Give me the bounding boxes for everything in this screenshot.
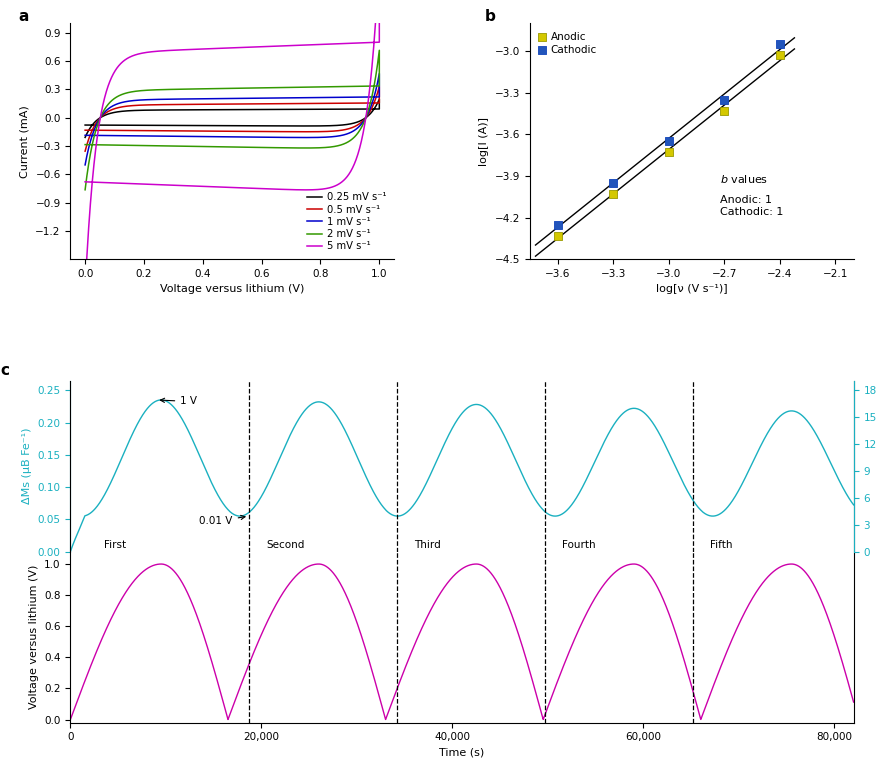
Anodic xyxy=(662,146,676,159)
Text: Fourth: Fourth xyxy=(562,540,596,550)
Cathodic xyxy=(662,135,676,148)
0.5 mV s⁻¹ xyxy=(80,147,91,156)
Cathodic xyxy=(551,218,565,231)
1 mV s⁻¹ xyxy=(97,131,107,140)
Line: 5 mV s⁻¹: 5 mV s⁻¹ xyxy=(85,0,379,289)
Text: c: c xyxy=(0,364,9,378)
0.25 mV s⁻¹ xyxy=(366,104,377,113)
Anodic xyxy=(717,105,731,117)
2 mV s⁻¹ xyxy=(205,142,216,152)
1 mV s⁻¹ xyxy=(350,92,361,102)
0.5 mV s⁻¹ xyxy=(80,126,91,135)
0.25 mV s⁻¹ xyxy=(374,95,385,104)
0.25 mV s⁻¹ xyxy=(110,107,121,117)
Text: Second: Second xyxy=(267,540,304,550)
Y-axis label: ΔΜs (μB Fe⁻¹): ΔΜs (μB Fe⁻¹) xyxy=(22,428,32,504)
Line: 1 mV s⁻¹: 1 mV s⁻¹ xyxy=(85,74,379,165)
Text: b: b xyxy=(485,9,495,24)
Cathodic xyxy=(717,93,731,106)
Line: 0.25 mV s⁻¹: 0.25 mV s⁻¹ xyxy=(85,99,379,138)
2 mV s⁻¹ xyxy=(97,140,107,149)
Anodic xyxy=(773,49,787,61)
Cathodic xyxy=(606,176,620,189)
Text: Third: Third xyxy=(414,540,441,550)
Text: $b$ values: $b$ values xyxy=(721,173,769,185)
1 mV s⁻¹ xyxy=(80,160,91,169)
Text: 0.01 V: 0.01 V xyxy=(200,515,245,527)
0.5 mV s⁻¹ xyxy=(97,126,107,135)
5 mV s⁻¹ xyxy=(80,284,91,294)
Legend: Anodic, Cathodic: Anodic, Cathodic xyxy=(535,29,600,58)
X-axis label: Voltage versus lithium (V): Voltage versus lithium (V) xyxy=(160,284,304,294)
0.5 mV s⁻¹ xyxy=(205,127,216,136)
0.5 mV s⁻¹ xyxy=(110,104,121,113)
1 mV s⁻¹ xyxy=(366,92,377,102)
Anodic xyxy=(606,188,620,200)
0.25 mV s⁻¹ xyxy=(350,104,361,113)
Y-axis label: log[I (A)]: log[I (A)] xyxy=(480,117,489,166)
5 mV s⁻¹ xyxy=(80,177,91,186)
X-axis label: Time (s): Time (s) xyxy=(439,748,485,758)
0.25 mV s⁻¹ xyxy=(97,120,107,130)
Text: 1 V: 1 V xyxy=(160,396,197,406)
Legend: 0.25 mV s⁻¹, 0.5 mV s⁻¹, 1 mV s⁻¹, 2 mV s⁻¹, 5 mV s⁻¹: 0.25 mV s⁻¹, 0.5 mV s⁻¹, 1 mV s⁻¹, 2 mV … xyxy=(304,190,389,254)
5 mV s⁻¹ xyxy=(350,38,361,47)
1 mV s⁻¹ xyxy=(110,100,121,110)
Y-axis label: Current (mA): Current (mA) xyxy=(19,105,30,178)
0.5 mV s⁻¹ xyxy=(350,99,361,108)
0.5 mV s⁻¹ xyxy=(366,99,377,108)
5 mV s⁻¹ xyxy=(205,182,216,191)
0.25 mV s⁻¹ xyxy=(80,133,91,142)
2 mV s⁻¹ xyxy=(97,140,107,149)
1 mV s⁻¹ xyxy=(80,131,91,140)
X-axis label: log[ν (V s⁻¹)]: log[ν (V s⁻¹)] xyxy=(656,284,728,294)
2 mV s⁻¹ xyxy=(80,185,91,194)
Text: a: a xyxy=(18,9,29,24)
Cathodic xyxy=(773,38,787,51)
0.5 mV s⁻¹ xyxy=(374,82,385,91)
0.25 mV s⁻¹ xyxy=(80,120,91,130)
Line: 2 mV s⁻¹: 2 mV s⁻¹ xyxy=(85,51,379,190)
1 mV s⁻¹ xyxy=(97,131,107,140)
Text: First: First xyxy=(104,540,126,550)
2 mV s⁻¹ xyxy=(110,93,121,103)
Y-axis label: Voltage versus lithium (V): Voltage versus lithium (V) xyxy=(29,565,39,709)
5 mV s⁻¹ xyxy=(97,178,107,187)
Text: Anodic: 1
Cathodic: 1: Anodic: 1 Cathodic: 1 xyxy=(721,195,784,217)
2 mV s⁻¹ xyxy=(350,82,361,91)
2 mV s⁻¹ xyxy=(80,140,91,149)
5 mV s⁻¹ xyxy=(110,66,121,75)
2 mV s⁻¹ xyxy=(374,46,385,55)
5 mV s⁻¹ xyxy=(366,38,377,47)
1 mV s⁻¹ xyxy=(374,69,385,78)
0.25 mV s⁻¹ xyxy=(97,120,107,130)
1 mV s⁻¹ xyxy=(205,132,216,141)
0.25 mV s⁻¹ xyxy=(205,121,216,131)
Text: Fifth: Fifth xyxy=(710,540,733,550)
Anodic xyxy=(551,229,565,242)
5 mV s⁻¹ xyxy=(97,178,107,187)
0.5 mV s⁻¹ xyxy=(97,126,107,135)
2 mV s⁻¹ xyxy=(366,82,377,91)
Line: 0.5 mV s⁻¹: 0.5 mV s⁻¹ xyxy=(85,86,379,152)
